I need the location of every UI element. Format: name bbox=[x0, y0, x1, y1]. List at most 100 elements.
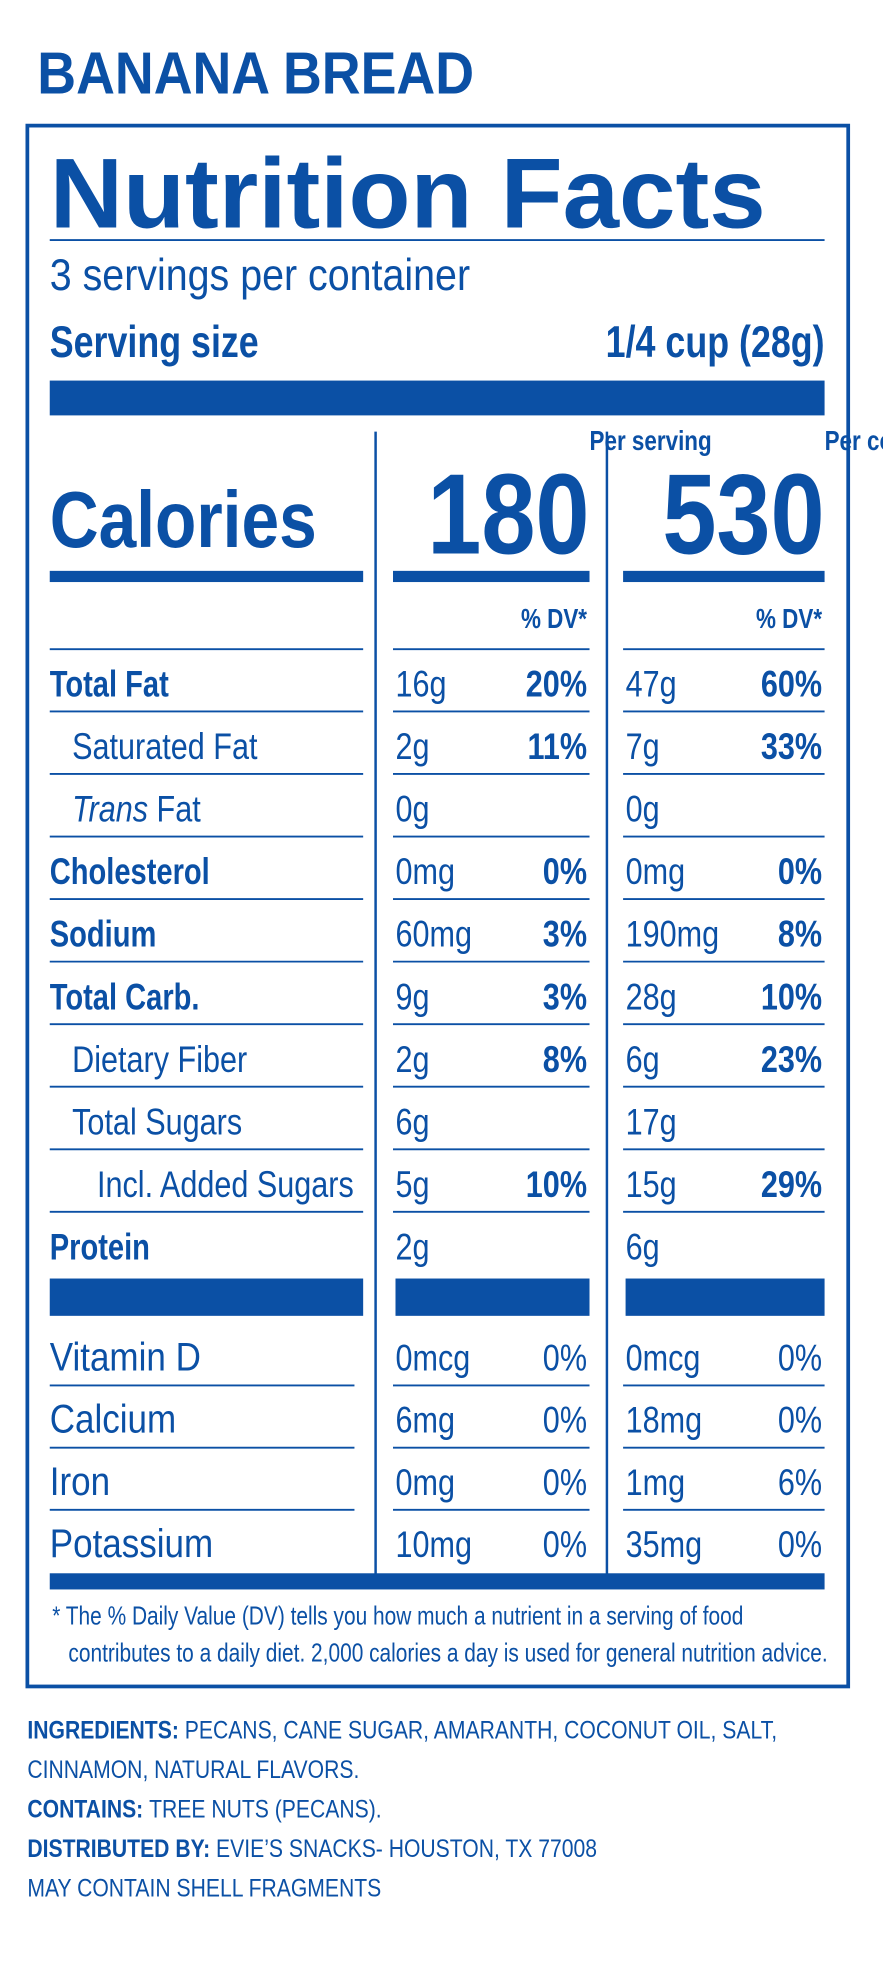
label-border bbox=[25, 123, 851, 1689]
amount: 0mg bbox=[395, 851, 455, 893]
nutrient-name: Sodium bbox=[50, 914, 157, 955]
nutrient-name: Cholesterol bbox=[50, 852, 210, 893]
footer-text: TREE NUTS (PECANS). bbox=[149, 1795, 382, 1823]
footnote: * The % Daily Value (DV) tells you how m… bbox=[52, 1602, 743, 1631]
amount: 2g bbox=[395, 726, 429, 768]
amount: 47g bbox=[626, 664, 677, 706]
calories-rule bbox=[393, 570, 590, 583]
amount: 28g bbox=[626, 976, 677, 1018]
serving-size: 1/4 cup (28g) bbox=[606, 316, 825, 367]
daily-value: 60% bbox=[761, 664, 822, 706]
daily-value: 0% bbox=[778, 851, 822, 893]
daily-value: 6% bbox=[778, 1462, 822, 1504]
calories-value: 530 bbox=[662, 450, 824, 578]
amount: 6g bbox=[626, 1039, 660, 1081]
daily-value: 20% bbox=[526, 664, 587, 706]
daily-value: 0% bbox=[543, 1462, 587, 1504]
amount: 17g bbox=[626, 1102, 677, 1144]
daily-value: 11% bbox=[527, 726, 587, 768]
nutrient-name: Dietary Fiber bbox=[72, 1039, 247, 1081]
footer-line: DISTRIBUTED BY: EVIE’S SNACKS- HOUSTON, … bbox=[27, 1834, 597, 1862]
amount: 35mg bbox=[626, 1524, 703, 1566]
daily-value: 0% bbox=[778, 1524, 822, 1566]
servings: 3 servings per container bbox=[50, 249, 470, 299]
nutrient-name: Saturated Fat bbox=[72, 726, 258, 768]
amount: 18mg bbox=[626, 1400, 703, 1442]
product-title: BANANA BREAD bbox=[37, 41, 474, 107]
amount: 2g bbox=[395, 1039, 429, 1081]
footer-line: INGREDIENTS: PECANS, CANE SUGAR, AMARANT… bbox=[27, 1716, 777, 1744]
amount: 0mcg bbox=[626, 1338, 701, 1380]
vitamin-name: Potassium bbox=[50, 1521, 213, 1566]
daily-value: 0% bbox=[778, 1338, 822, 1380]
dv-header: % DV* bbox=[756, 604, 822, 635]
amount: 5g bbox=[395, 1164, 429, 1206]
nutrient-name-rest: Fat bbox=[148, 789, 201, 831]
nutrient-name-italic: Trans bbox=[72, 789, 148, 831]
section-bar bbox=[395, 1278, 590, 1316]
footer-label: CONTAINS: bbox=[27, 1795, 149, 1823]
daily-value: 0% bbox=[778, 1400, 822, 1442]
daily-value: 23% bbox=[761, 1039, 822, 1081]
serving-size-label: Serving size bbox=[50, 316, 259, 367]
calories-rule bbox=[623, 570, 825, 583]
column-header: Per serving bbox=[590, 426, 712, 457]
amount: 7g bbox=[626, 726, 660, 768]
amount: 0mcg bbox=[395, 1338, 470, 1380]
daily-value: 3% bbox=[543, 914, 587, 956]
column-header: Per container bbox=[825, 426, 883, 457]
footer-line: MAY CONTAIN SHELL FRAGMENTS bbox=[27, 1874, 381, 1902]
footer-label: INGREDIENTS: bbox=[27, 1716, 184, 1744]
vitamin-name: Iron bbox=[50, 1459, 110, 1504]
amount: 9g bbox=[395, 976, 429, 1018]
footer-text: EVIE’S SNACKS- HOUSTON, TX 77008 bbox=[216, 1834, 597, 1862]
footer-text: PECANS, CANE SUGAR, AMARANTH, COCONUT OI… bbox=[185, 1716, 777, 1744]
thick-bar bbox=[49, 380, 825, 416]
amount: 6mg bbox=[395, 1400, 455, 1442]
calories-label: Calories bbox=[50, 475, 317, 564]
nutrient-name: Incl. Added Sugars bbox=[97, 1164, 354, 1206]
footer-line: CONTAINS: TREE NUTS (PECANS). bbox=[27, 1795, 381, 1823]
nutrient-name: Protein bbox=[50, 1227, 150, 1268]
footer-line: CINNAMON, NATURAL FLAVORS. bbox=[27, 1755, 359, 1783]
daily-value: 0% bbox=[543, 1400, 587, 1442]
nutrient-name: Trans Fat bbox=[72, 789, 201, 831]
amount: 6g bbox=[395, 1102, 429, 1144]
amount: 0mg bbox=[626, 851, 686, 893]
footnote: contributes to a daily diet. 2,000 calor… bbox=[68, 1639, 827, 1668]
amount: 0mg bbox=[395, 1462, 455, 1504]
vitamin-name: Calcium bbox=[50, 1397, 176, 1442]
daily-value: 0% bbox=[543, 1338, 587, 1380]
amount: 16g bbox=[395, 664, 446, 706]
daily-value: 29% bbox=[761, 1164, 822, 1206]
amount: 0g bbox=[395, 789, 429, 831]
daily-value: 0% bbox=[543, 1524, 587, 1566]
footer-label: DISTRIBUTED BY: bbox=[27, 1834, 216, 1862]
bottom-bar bbox=[49, 1573, 825, 1590]
daily-value: 10% bbox=[526, 1164, 587, 1206]
calories-rule bbox=[49, 570, 364, 583]
label-heading: Nutrition Facts bbox=[50, 138, 766, 249]
nutrient-name: Total Sugars bbox=[72, 1102, 242, 1144]
daily-value: 0% bbox=[543, 851, 587, 893]
amount: 10mg bbox=[395, 1524, 472, 1566]
dv-header: % DV* bbox=[521, 604, 587, 635]
amount: 0g bbox=[626, 789, 660, 831]
nutrient-name: Total Carb. bbox=[50, 977, 200, 1018]
amount: 60mg bbox=[395, 914, 472, 956]
footer-text: MAY CONTAIN SHELL FRAGMENTS bbox=[27, 1874, 381, 1902]
daily-value: 8% bbox=[543, 1039, 587, 1081]
section-bar bbox=[49, 1278, 364, 1316]
daily-value: 33% bbox=[761, 726, 822, 768]
vitamin-name: Vitamin D bbox=[50, 1334, 201, 1379]
daily-value: 8% bbox=[778, 914, 822, 956]
footer-text: CINNAMON, NATURAL FLAVORS. bbox=[27, 1755, 359, 1783]
amount: 1mg bbox=[626, 1462, 686, 1504]
amount: 15g bbox=[626, 1164, 677, 1206]
amount: 2g bbox=[395, 1227, 429, 1269]
calories-value: 180 bbox=[427, 450, 589, 578]
daily-value: 3% bbox=[543, 976, 587, 1018]
daily-value: 10% bbox=[761, 976, 822, 1018]
